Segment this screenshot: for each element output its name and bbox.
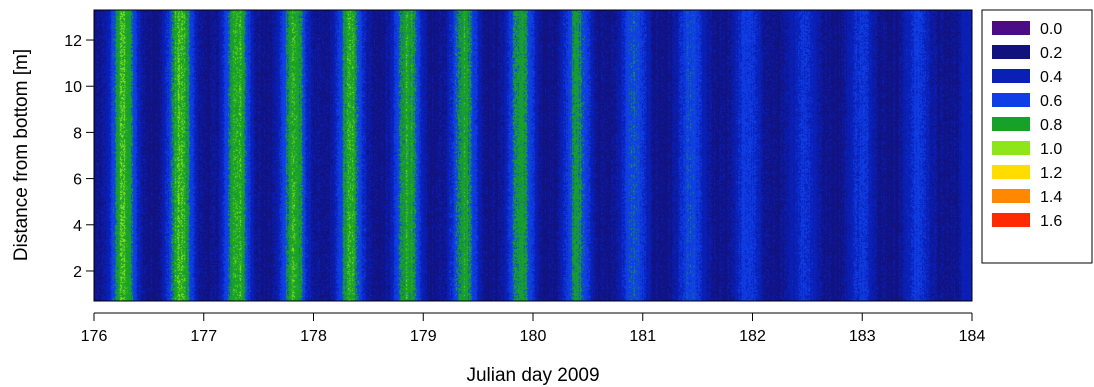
y-tick-label: 12 (64, 33, 82, 50)
legend-swatch (992, 45, 1030, 59)
legend-swatch (992, 117, 1030, 131)
y-tick-label: 4 (73, 218, 82, 235)
legend-label: 0.6 (1040, 93, 1062, 110)
x-tick-label: 178 (300, 328, 327, 345)
heatmap-field (94, 10, 972, 301)
y-tick-label: 8 (73, 125, 82, 142)
legend-swatch (992, 69, 1030, 83)
x-tick-label: 181 (629, 328, 656, 345)
plot-frame (93, 9, 973, 302)
y-tick-label: 2 (73, 264, 82, 281)
legend-label: 1.6 (1040, 213, 1062, 230)
y-tick-label: 6 (73, 172, 82, 189)
y-tick-label: 10 (64, 79, 82, 96)
x-tick-label: 176 (81, 328, 108, 345)
x-tick-label: 184 (959, 328, 986, 345)
x-tick-label: 179 (410, 328, 437, 345)
x-tick-label: 183 (849, 328, 876, 345)
legend-label: 0.2 (1040, 45, 1062, 62)
x-tick-label: 182 (739, 328, 766, 345)
y-axis-title: Distance from bottom [m] (11, 49, 32, 261)
x-tick-label: 177 (190, 328, 217, 345)
legend-label: 0.8 (1040, 117, 1062, 134)
x-axis-title: Julian day 2009 (466, 365, 599, 386)
legend-label: 1.2 (1040, 165, 1062, 182)
x-tick-label: 180 (520, 328, 547, 345)
legend-swatch (992, 21, 1030, 35)
legend-swatch (992, 165, 1030, 179)
legend-label: 1.4 (1040, 189, 1062, 206)
legend-label: 0.4 (1040, 69, 1062, 86)
legend-swatch (992, 141, 1030, 155)
x-axis: 176 177 178 179 180 181 182 183 184 (81, 312, 986, 345)
legend-swatch (992, 213, 1030, 227)
legend-label: 0.0 (1040, 21, 1062, 38)
legend: 0.0 0.2 0.4 0.6 0.8 1.0 1.2 1.4 1.6 (981, 9, 1093, 264)
legend-swatch (992, 93, 1030, 107)
legend-swatch (992, 189, 1030, 203)
y-axis: 2 4 6 8 10 12 (64, 33, 94, 281)
legend-label: 1.0 (1040, 141, 1062, 158)
plot-area (94, 10, 972, 301)
